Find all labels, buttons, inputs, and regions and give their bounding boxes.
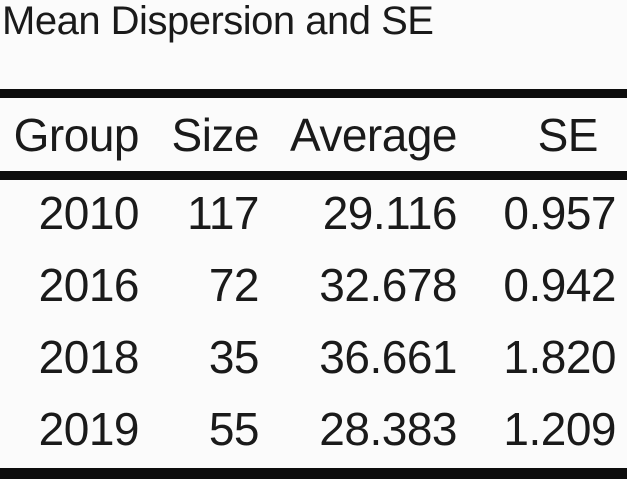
table-row: 2016 72 32.678 0.942 xyxy=(0,252,627,324)
cell-se: 0.957 xyxy=(503,187,616,239)
column-header-size: Size xyxy=(171,108,260,161)
cell-group: 2016 xyxy=(38,259,140,311)
top-rule xyxy=(0,89,627,98)
cell-average: 29.116 xyxy=(322,187,458,239)
column-header-se: SE xyxy=(537,108,599,161)
cell-average: 36.661 xyxy=(319,331,457,383)
cell-group: 2010 xyxy=(38,187,140,239)
cell-se: 1.209 xyxy=(503,403,616,455)
cell-group: 2018 xyxy=(38,331,140,383)
cell-size: 35 xyxy=(208,331,260,383)
header-rule xyxy=(0,171,627,180)
column-header-group: Group xyxy=(13,108,140,161)
table-row: 2010 117 29.116 0.957 xyxy=(0,180,627,252)
cell-size: 117 xyxy=(187,187,259,239)
table-row: 2019 55 28.383 1.209 xyxy=(0,396,627,468)
cell-average: 32.678 xyxy=(319,259,457,311)
cell-group: 2019 xyxy=(38,403,140,455)
cell-se: 0.942 xyxy=(503,259,616,311)
cell-average: 28.383 xyxy=(319,403,457,455)
table-title: Mean Dispersion and SE xyxy=(2,0,434,43)
cell-se: 1.820 xyxy=(503,331,616,383)
cell-size: 55 xyxy=(208,403,260,455)
cell-size: 72 xyxy=(208,259,260,311)
bottom-rule xyxy=(0,468,627,479)
column-header-average: Average xyxy=(289,108,458,161)
table-row: 2018 35 36.661 1.820 xyxy=(0,324,627,396)
table-header-row: Group Size Average SE xyxy=(0,98,627,171)
